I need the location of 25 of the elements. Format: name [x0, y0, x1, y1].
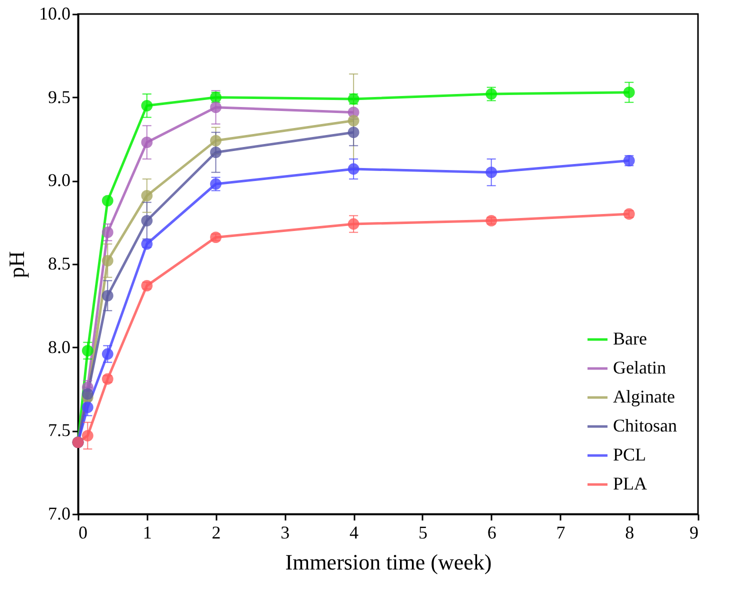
x-tick-label: 0	[78, 522, 88, 542]
y-tick-label: 7.5	[48, 420, 70, 440]
y-tick-label: 7.0	[48, 504, 70, 524]
x-tick-label: 1	[142, 522, 152, 542]
legend-label: Bare	[613, 328, 647, 348]
legend-label: Alginate	[613, 386, 675, 406]
y-tick-label: 9.5	[48, 86, 70, 107]
x-axis-title: Immersion time (week)	[285, 550, 492, 574]
x-tick-label: 4	[350, 522, 359, 542]
y-tick-label: 10.0	[39, 4, 70, 24]
x-tick-label: 3	[280, 522, 290, 542]
y-tick-label: 8.0	[48, 336, 70, 357]
x-tick-label: 6	[487, 522, 496, 542]
y-axis-title: pH	[4, 250, 29, 278]
x-tick-label: 9	[690, 522, 698, 542]
legend-label: PLA	[613, 474, 648, 494]
legend-label: Gelatin	[613, 358, 666, 378]
x-tick-label: 5	[418, 522, 428, 542]
y-tick-label: 9.0	[48, 170, 70, 190]
y-tick-label: 8.5	[48, 254, 70, 274]
legend-label: PCL	[613, 444, 646, 464]
x-tick-label: 8	[625, 522, 634, 542]
x-tick-label: 7	[556, 522, 566, 542]
legend-label: Chitosan	[613, 416, 678, 436]
x-tick-label: 2	[212, 522, 221, 542]
